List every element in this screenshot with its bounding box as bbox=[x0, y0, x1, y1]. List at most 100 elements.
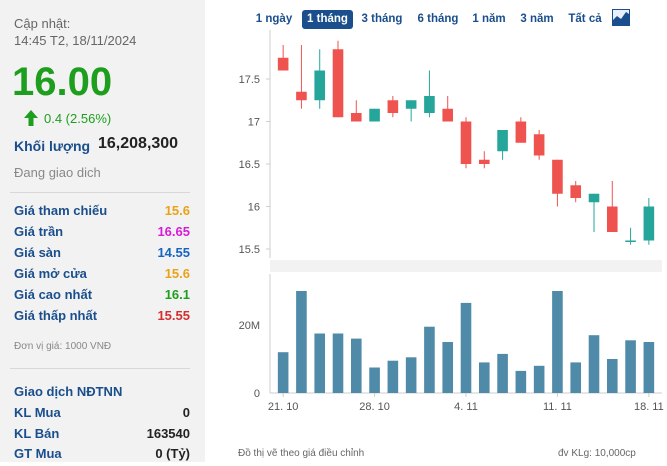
volume-bar bbox=[460, 302, 472, 393]
price-row-high: Giá cao nhất 16.1 bbox=[14, 287, 190, 307]
price-row-value: 15.6 bbox=[164, 266, 190, 281]
price-row-open: Giá mở cửa 15.6 bbox=[14, 266, 190, 286]
price-row-label: Giá mở cửa bbox=[14, 266, 87, 281]
volume-bar bbox=[296, 291, 307, 393]
stock-info-panel: Cập nhật: 14:45 T2, 18/11/2024 16.00 0.4… bbox=[0, 0, 205, 462]
candle-body bbox=[515, 121, 527, 143]
arrow-up-icon bbox=[24, 110, 38, 126]
candle-body bbox=[314, 70, 326, 101]
update-time: 14:45 T2, 18/11/2024 bbox=[14, 33, 137, 48]
foreign-row-value: 0 bbox=[182, 405, 190, 420]
volume-tick-label: 0 bbox=[254, 388, 260, 400]
volume-label: Khối lượng bbox=[14, 138, 91, 154]
price-row-ceiling: Giá trần 16.65 bbox=[14, 224, 190, 244]
candle-body bbox=[570, 185, 582, 198]
candle-body bbox=[606, 206, 618, 232]
tab-1-month[interactable]: 1 tháng bbox=[302, 10, 353, 29]
candle-body bbox=[625, 240, 636, 242]
tab-6-months[interactable]: 6 tháng bbox=[417, 13, 459, 25]
candle-body bbox=[277, 57, 289, 71]
tab-3-years[interactable]: 3 năm bbox=[520, 13, 554, 25]
price-unit-note: Đơn vị giá: 1000 VNĐ bbox=[14, 341, 112, 352]
price-tick-label: 16.5 bbox=[239, 159, 260, 171]
volume-bar bbox=[277, 352, 289, 393]
candle-body bbox=[405, 100, 417, 109]
candle-body bbox=[643, 206, 655, 241]
current-price: 16.00 bbox=[12, 60, 113, 104]
x-tick-label: 11. 11 bbox=[543, 401, 572, 413]
tab-1-day[interactable]: 1 ngày bbox=[255, 13, 293, 25]
foreign-row-sell-volume: KL Bán 163540 bbox=[14, 426, 190, 446]
volume-bar bbox=[588, 335, 600, 393]
volume-bar bbox=[552, 291, 563, 393]
price-row-value: 15.6 bbox=[164, 203, 190, 218]
candle-body bbox=[442, 108, 454, 122]
price-row-label: Giá thấp nhất bbox=[14, 308, 98, 323]
volume-value: 16,208,300 bbox=[98, 135, 179, 152]
volume-bar bbox=[570, 362, 582, 393]
divider bbox=[10, 368, 190, 369]
volume-bar bbox=[442, 342, 454, 393]
candle-body bbox=[497, 130, 508, 152]
price-row-label: Giá trần bbox=[14, 224, 64, 239]
candle-body bbox=[552, 159, 563, 194]
volume-bar bbox=[625, 340, 636, 393]
candle-body bbox=[460, 121, 472, 164]
x-tick-label: 21. 10 bbox=[268, 401, 299, 413]
stock-chart[interactable]: 17.5 17 16.5 16 15.5 20M 0 21. 10 28. 10 4. 11 11.… bbox=[220, 30, 667, 415]
foreign-trading-title: Giao dịch NĐTNN bbox=[14, 384, 123, 399]
volume-bar bbox=[533, 365, 545, 393]
price-row-label: Giá tham chiếu bbox=[14, 203, 108, 218]
volume-bar bbox=[606, 359, 618, 393]
foreign-row-value: 0 (Tỷ) bbox=[155, 446, 190, 461]
candle-body bbox=[478, 159, 490, 164]
candle-body bbox=[369, 108, 380, 122]
price-tick-label: 17.5 bbox=[239, 74, 260, 86]
panel-divider bbox=[270, 260, 662, 272]
volume-bar bbox=[332, 333, 344, 393]
candle-body bbox=[350, 113, 362, 122]
chart-footnote: Đồ thị vẽ theo giá điều chỉnh bbox=[238, 448, 365, 459]
foreign-row-buy-value: GT Mua 0 (Tỷ) bbox=[14, 446, 190, 466]
tab-all[interactable]: Tất cả bbox=[568, 13, 602, 25]
price-row-value: 14.55 bbox=[157, 245, 190, 260]
price-row-floor: Giá sàn 14.55 bbox=[14, 245, 190, 265]
x-tick-label: 18. 11 bbox=[634, 401, 664, 413]
volume-bar bbox=[314, 333, 326, 393]
candle-body bbox=[332, 49, 344, 118]
candle-body bbox=[424, 96, 435, 113]
volume-bar bbox=[497, 353, 508, 393]
volume-bar bbox=[369, 367, 380, 393]
x-tick-label: 4. 11 bbox=[454, 401, 478, 413]
price-tick-label: 16 bbox=[248, 202, 260, 214]
volume-bar bbox=[405, 357, 417, 393]
volume-bar bbox=[387, 360, 399, 393]
update-label: Cập nhật: bbox=[14, 16, 71, 31]
foreign-row-label: GT Mua bbox=[14, 446, 62, 461]
x-tick-label: 28. 10 bbox=[359, 401, 390, 413]
foreign-row-buy-volume: KL Mua 0 bbox=[14, 405, 190, 425]
tab-1-year[interactable]: 1 năm bbox=[472, 13, 506, 25]
volume-tick-label: 20M bbox=[239, 320, 260, 332]
price-tick-label: 17 bbox=[248, 117, 260, 129]
tab-3-months[interactable]: 3 tháng bbox=[361, 13, 403, 25]
divider bbox=[10, 192, 190, 193]
foreign-row-label: KL Bán bbox=[14, 426, 60, 441]
price-row-value: 16.1 bbox=[164, 287, 190, 302]
candle-body bbox=[296, 91, 307, 101]
volume-bar bbox=[643, 342, 655, 393]
price-change: 0.4 (2.56%) bbox=[44, 110, 112, 126]
chart-type-icon[interactable] bbox=[612, 9, 630, 26]
candle-body bbox=[588, 193, 600, 203]
volume-bar bbox=[478, 362, 490, 393]
foreign-row-label: KL Mua bbox=[14, 405, 61, 420]
price-row-label: Giá cao nhất bbox=[14, 287, 93, 302]
price-row-value: 16.65 bbox=[157, 224, 190, 239]
price-row-value: 15.55 bbox=[157, 308, 190, 323]
price-row-low: Giá thấp nhất 15.55 bbox=[14, 308, 190, 328]
volume-bar bbox=[424, 326, 435, 393]
foreign-row-value: 163540 bbox=[146, 426, 190, 441]
volume-bar bbox=[350, 338, 362, 393]
trading-status: Đang giao dich bbox=[14, 165, 101, 180]
candle-body bbox=[533, 134, 545, 156]
